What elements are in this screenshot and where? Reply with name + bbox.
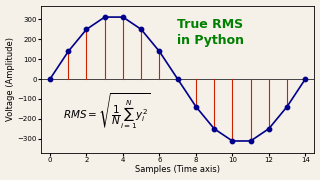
Point — [139, 28, 144, 31]
Point — [66, 50, 71, 53]
Text: True RMS
in Python: True RMS in Python — [177, 17, 244, 46]
Point — [84, 28, 89, 31]
Point — [157, 50, 162, 53]
Text: $RMS = \sqrt{\dfrac{1}{N}\sum_{i=1}^{N} y_i^2}$: $RMS = \sqrt{\dfrac{1}{N}\sum_{i=1}^{N} … — [63, 91, 150, 131]
Point — [230, 140, 235, 142]
Point — [303, 78, 308, 80]
Point — [175, 78, 180, 80]
Point — [120, 16, 125, 19]
Point — [248, 140, 253, 142]
Point — [47, 78, 52, 80]
Point — [266, 127, 271, 130]
Point — [102, 16, 107, 19]
Point — [212, 127, 217, 130]
Point — [193, 105, 198, 108]
Y-axis label: Voltage (Amplitude): Voltage (Amplitude) — [5, 37, 14, 121]
Point — [284, 105, 290, 108]
X-axis label: Samples (Time axis): Samples (Time axis) — [135, 165, 220, 174]
